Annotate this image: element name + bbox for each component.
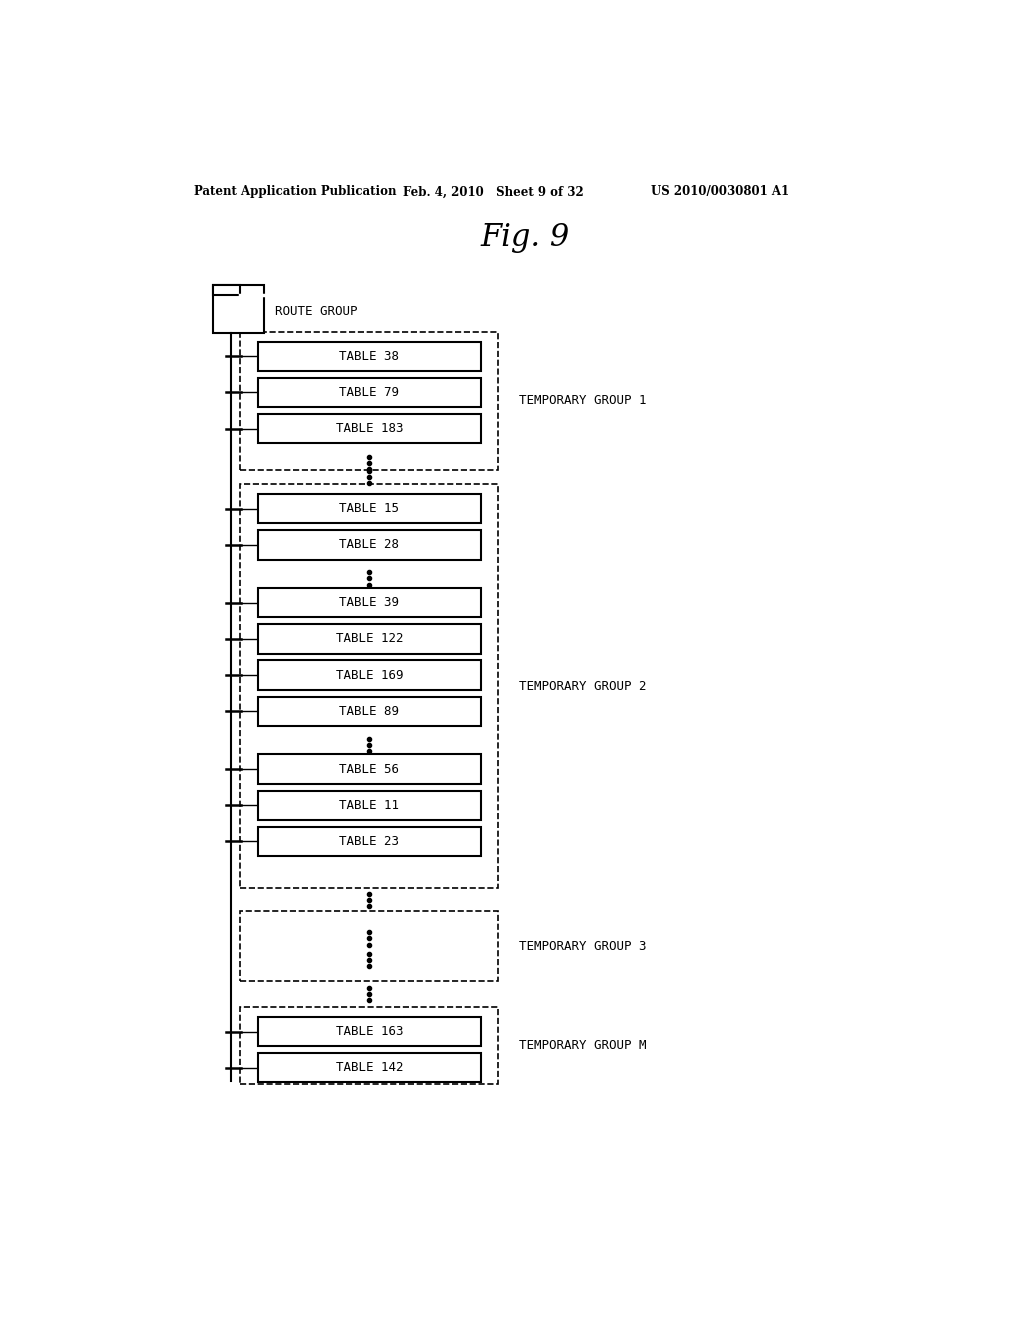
Bar	[258, 697, 481, 726]
Text: Patent Application Publication: Patent Application Publication	[194, 185, 396, 198]
Bar	[258, 378, 481, 407]
Text: US 2010/0030801 A1: US 2010/0030801 A1	[651, 185, 790, 198]
Text: TABLE 142: TABLE 142	[336, 1061, 403, 1074]
Text: TABLE 15: TABLE 15	[339, 502, 399, 515]
Bar	[258, 1016, 481, 1047]
Text: Fig. 9: Fig. 9	[480, 222, 569, 252]
Text: TABLE 169: TABLE 169	[336, 668, 403, 681]
Bar	[213, 285, 241, 296]
Text: TABLE 28: TABLE 28	[339, 539, 399, 552]
Bar	[258, 791, 481, 820]
Bar	[213, 285, 263, 333]
Bar	[241, 911, 499, 981]
Text: TEMPORARY GROUP 3: TEMPORARY GROUP 3	[519, 940, 647, 953]
Text: TABLE 79: TABLE 79	[339, 385, 399, 399]
Bar	[258, 624, 481, 653]
Text: TABLE 122: TABLE 122	[336, 632, 403, 645]
Text: TEMPORARY GROUP 1: TEMPORARY GROUP 1	[519, 395, 647, 408]
Bar	[258, 494, 481, 524]
Bar	[258, 342, 481, 371]
Text: TABLE 23: TABLE 23	[339, 834, 399, 847]
Text: ROUTE GROUP: ROUTE GROUP	[275, 305, 357, 318]
Bar	[241, 484, 499, 888]
Bar	[258, 589, 481, 618]
Text: Feb. 4, 2010   Sheet 9 of 32: Feb. 4, 2010 Sheet 9 of 32	[403, 185, 584, 198]
Bar	[258, 1053, 481, 1082]
Text: TEMPORARY GROUP M: TEMPORARY GROUP M	[519, 1039, 647, 1052]
Text: TABLE 11: TABLE 11	[339, 799, 399, 812]
Bar	[241, 331, 499, 470]
Bar	[258, 531, 481, 560]
Text: TABLE 39: TABLE 39	[339, 597, 399, 610]
Text: TABLE 183: TABLE 183	[336, 422, 403, 436]
Bar	[258, 826, 481, 857]
Text: TABLE 38: TABLE 38	[339, 350, 399, 363]
Bar	[258, 755, 481, 784]
Bar	[241, 1007, 499, 1084]
Bar	[258, 414, 481, 444]
Text: TABLE 56: TABLE 56	[339, 763, 399, 776]
Text: TEMPORARY GROUP 2: TEMPORARY GROUP 2	[519, 680, 647, 693]
Bar	[258, 660, 481, 689]
Text: TABLE 89: TABLE 89	[339, 705, 399, 718]
Text: TABLE 163: TABLE 163	[336, 1026, 403, 1038]
